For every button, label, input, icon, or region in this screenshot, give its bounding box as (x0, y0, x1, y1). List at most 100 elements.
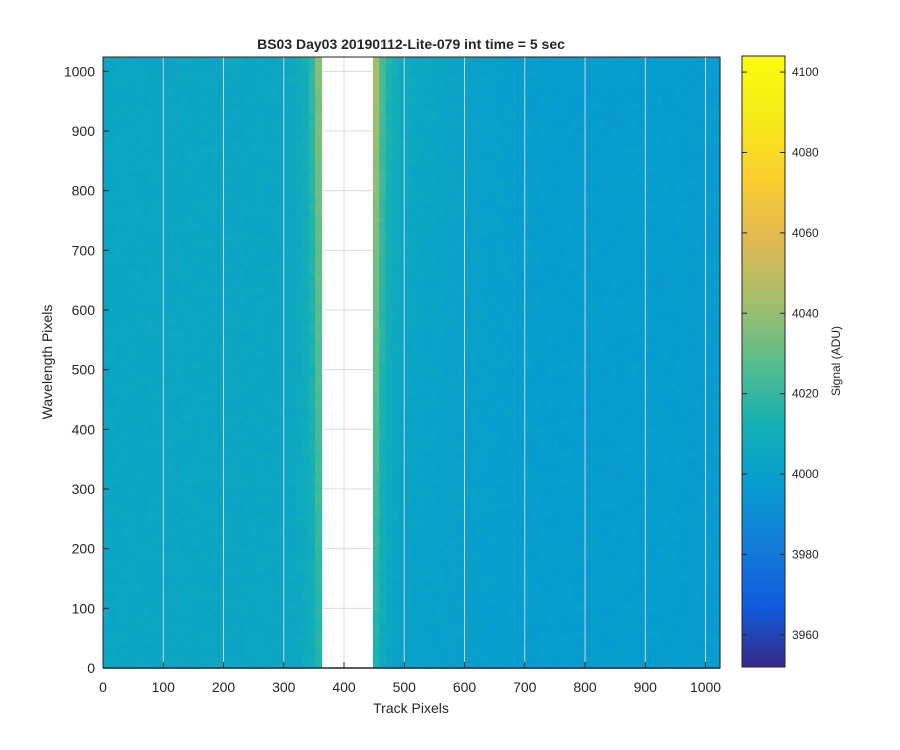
heatmap-cell (385, 566, 393, 574)
heatmap-cell (405, 146, 413, 154)
heatmap-cell (109, 610, 117, 618)
heatmap-cell (430, 107, 438, 115)
heatmap-cell (475, 515, 483, 523)
heatmap-cell (462, 197, 470, 204)
heatmap-cell (315, 216, 323, 224)
heatmap-cell (437, 209, 445, 217)
heatmap-cell (430, 317, 438, 325)
heatmap-cell (443, 139, 451, 147)
heatmap-cell (392, 648, 400, 656)
heatmap-cell (443, 636, 451, 644)
heatmap-cell (385, 387, 393, 395)
heatmap-cell (173, 375, 181, 383)
heatmap-cell (398, 400, 406, 408)
heatmap-cell (276, 508, 284, 516)
heatmap-cell (437, 508, 445, 516)
heatmap-cell (225, 502, 233, 510)
heatmap-cell (135, 489, 143, 497)
heatmap-cell (462, 146, 470, 154)
heatmap-cell (154, 356, 162, 364)
heatmap-cell (192, 527, 201, 535)
heatmap-cell (443, 152, 451, 160)
heatmap-cell (270, 133, 278, 141)
heatmap-cell (186, 324, 194, 332)
heatmap-cell (186, 489, 194, 497)
heatmap-cell (295, 585, 303, 593)
heatmap-cell (437, 578, 445, 586)
heatmap-cell (295, 375, 303, 383)
heatmap-cell (180, 247, 188, 255)
heatmap-cell (405, 381, 413, 389)
heatmap-cell (218, 190, 226, 198)
heatmap-cell (141, 470, 149, 478)
heatmap-cell (231, 267, 239, 274)
heatmap-cell (430, 152, 438, 160)
heatmap-cell (372, 547, 380, 555)
heatmap-cell (398, 273, 406, 281)
heatmap-cell (231, 629, 239, 637)
heatmap-cell (482, 629, 490, 637)
heatmap-cell (141, 158, 149, 166)
heatmap-cell (205, 636, 213, 644)
heatmap-cell (295, 445, 303, 453)
heatmap-cell (167, 311, 175, 319)
heatmap-cell (115, 464, 123, 472)
heatmap-cell (109, 57, 117, 64)
heatmap-cell (411, 216, 419, 224)
heatmap-cell (417, 228, 425, 236)
heatmap-cell (135, 184, 143, 192)
heatmap-cell (103, 260, 111, 268)
heatmap-cell (276, 184, 284, 192)
heatmap-cell (199, 572, 207, 580)
heatmap-cell (199, 597, 207, 605)
heatmap-cell (180, 177, 188, 185)
heatmap-cell (173, 222, 181, 230)
heatmap-cell (122, 419, 130, 427)
heatmap-cell (443, 623, 451, 631)
heatmap-cell (141, 362, 149, 370)
heatmap-cell (411, 330, 419, 338)
heatmap-cell (411, 553, 419, 561)
heatmap-cell (154, 197, 162, 204)
heatmap-cell (263, 534, 271, 542)
heatmap-cell (147, 629, 156, 637)
heatmap-cell (462, 88, 470, 96)
heatmap-cell (231, 356, 239, 364)
heatmap-cell (411, 597, 419, 605)
heatmap-cell (372, 222, 380, 230)
heatmap-cell (205, 317, 213, 325)
heatmap-cell (379, 203, 387, 211)
heatmap-cell (411, 158, 419, 166)
heatmap-cell (160, 222, 168, 230)
heatmap-cell (385, 636, 393, 644)
heatmap-cell (379, 114, 387, 122)
heatmap-cell (379, 400, 387, 408)
heatmap-cell (405, 502, 413, 510)
heatmap-cell (180, 267, 188, 274)
heatmap-cell (417, 515, 425, 523)
heatmap-cell (103, 305, 111, 313)
heatmap-cell (443, 547, 451, 555)
heatmap-cell (270, 203, 278, 211)
heatmap-cell (212, 139, 220, 147)
heatmap-cell (192, 267, 201, 274)
heatmap-cell (443, 521, 451, 529)
heatmap-cell (154, 362, 162, 370)
heatmap-cell (199, 610, 207, 618)
heatmap-cell (302, 432, 310, 440)
heatmap-cell (289, 623, 297, 631)
heatmap-cell (160, 407, 168, 415)
heatmap-cell (437, 502, 445, 510)
heatmap-cell (205, 381, 213, 389)
heatmap-cell (257, 337, 265, 344)
heatmap-cell (398, 585, 406, 593)
heatmap-cell (424, 623, 432, 631)
heatmap-cell (475, 235, 483, 243)
heatmap-cell (160, 146, 168, 154)
heatmap-cell (257, 298, 265, 306)
heatmap-cell (250, 209, 258, 217)
heatmap-cell (430, 527, 438, 535)
heatmap-cell (225, 120, 233, 128)
heatmap-cell (109, 387, 117, 395)
heatmap-cell (462, 69, 470, 77)
